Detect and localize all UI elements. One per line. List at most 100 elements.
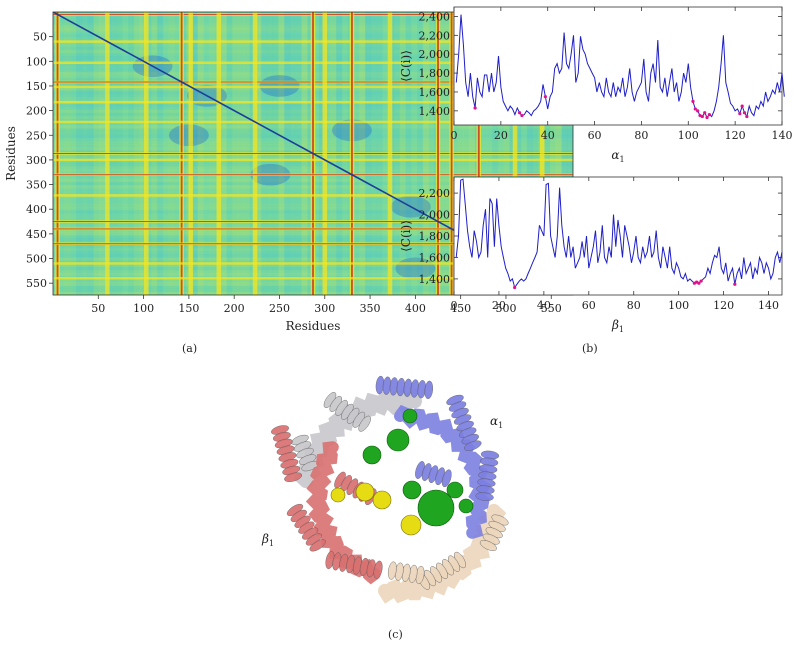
heatmap-xtick-label: 500	[495, 302, 516, 315]
plot-ytick-label: 1,800	[419, 67, 451, 80]
plot-highlight-point	[697, 281, 701, 285]
heatmap-xtick-label: 450	[450, 302, 471, 315]
plot-xtick-label: 20	[494, 129, 508, 142]
plot-ytick-label: 2,200	[419, 29, 451, 42]
plot-highlight-point	[473, 106, 477, 110]
heatmap-band-row	[53, 158, 573, 162]
contact-heatmap: 50 100 150 200 250 300 350 400 450 500 55050100150…	[4, 11, 574, 333]
yellow-sphere	[372, 490, 392, 510]
plot-xlabel: α1	[611, 148, 624, 164]
heatmap-band-col-hot	[437, 12, 439, 295]
heatmap-band-col	[512, 12, 518, 295]
plot-xtick-label: 80	[627, 299, 641, 312]
beta1-line-chart: 0 20 40 60 80 100 120 140 1,400 1,600 1,800 2,000 2,…	[399, 176, 783, 334]
plot-xtick-label: 80	[634, 129, 648, 142]
heatmap-xtick-label: 150	[178, 302, 199, 315]
heatmap-band-row	[53, 277, 573, 280]
heatmap-band-col-hot	[351, 12, 353, 295]
heatmap-ytick-label: 200	[26, 105, 47, 118]
plot-ytick-label: 1,800	[419, 230, 451, 243]
plot-xtick-label: 40	[537, 299, 551, 312]
yellow-sphere	[400, 514, 422, 536]
plot-highlight-point	[699, 279, 703, 283]
green-sphere	[417, 489, 455, 527]
plot-xtick-label: 60	[588, 129, 602, 142]
panel-label-a: (a)	[182, 342, 198, 355]
plot-xlabel-subscript: 1	[619, 325, 624, 334]
green-sphere	[386, 428, 410, 452]
alpha1-line-chart: 0 20 40 60 80 100 120 140 1,400 1,600 1,800 2,000 2,…	[399, 6, 793, 164]
heatmap-xtick-label: 200	[224, 302, 245, 315]
plot-xtick-label: 100	[678, 129, 699, 142]
alpha1-helix	[441, 469, 452, 488]
heatmap-ytick-label: 500	[26, 253, 47, 266]
heatmap-xtick-label: 550	[541, 302, 562, 315]
plot-highlight-point	[705, 115, 709, 120]
green-sphere	[458, 498, 474, 514]
alpha1-helix	[464, 440, 482, 451]
green-sphere	[362, 445, 382, 465]
plot-highlight-point	[518, 111, 522, 115]
heatmap-xtick-label: 350	[360, 302, 381, 315]
heatmap-ytick-label: 150	[26, 80, 47, 93]
green-sphere	[446, 481, 464, 499]
heatmap-band-row-hot	[53, 243, 573, 245]
beta1-helix	[284, 472, 303, 482]
plot-highlight-point	[707, 113, 711, 117]
heatmap-xtick-label: 300	[314, 302, 335, 315]
protein-structure-image: α1 β1	[261, 375, 509, 604]
heatmap-ytick-label: 450	[26, 228, 47, 241]
plot-highlight-point	[733, 282, 737, 286]
beta1-label-symbol: β	[261, 532, 269, 546]
plot-highlight-point	[700, 114, 704, 119]
heatmap-band-col	[387, 12, 393, 295]
heatmap-ylabel: Residues	[4, 126, 18, 181]
plot-ytick-label: 1,600	[419, 251, 451, 264]
plot-ytick-label: 1,400	[419, 273, 451, 286]
plot-xtick-label: 120	[725, 129, 746, 142]
heatmap-xtick-label: 250	[269, 302, 290, 315]
heatmap-cells	[53, 12, 573, 295]
plot-frame	[453, 6, 783, 126]
green-sphere	[402, 408, 418, 424]
plot-xlabel: β1	[611, 318, 624, 334]
beta1-helix	[309, 539, 326, 552]
plot-xtick-label: 0	[451, 299, 458, 312]
plot-highlight-point	[693, 107, 697, 111]
alpha1-ribbon	[394, 404, 491, 539]
plot-ytick-label: 1,600	[419, 86, 451, 99]
plot-highlight-point	[520, 113, 524, 118]
plot-xtick-label: 140	[772, 129, 793, 142]
plot-highlight-point	[738, 112, 742, 116]
plot-highlight-point	[742, 111, 747, 115]
plot-xlabel-subscript: 1	[620, 155, 625, 164]
alpha1-label-symbol: α	[490, 414, 498, 428]
heatmap-band-row-hot	[53, 221, 573, 223]
heatmap-band-col	[322, 12, 328, 295]
plot-ylabel: ⟨C(i)⟩	[399, 50, 413, 82]
heatmap-band-row-hot	[53, 228, 573, 230]
heatmap-xtick-label: 100	[133, 302, 154, 315]
plot-ytick-label: 1,400	[419, 105, 451, 118]
heatmap-xlabel: Residues	[286, 319, 341, 333]
alpha1-helix	[475, 492, 494, 501]
plot-highlight-point	[543, 95, 547, 99]
beta1-label-subscript: 1	[269, 539, 274, 548]
plot-frame	[453, 176, 783, 296]
heatmap-band-row-hot	[53, 174, 573, 176]
yellow-sphere	[330, 487, 346, 503]
plot-series-line	[455, 14, 785, 119]
beta1-helix	[373, 560, 383, 579]
plot-highlight-point	[740, 104, 744, 108]
plot-xtick-label: 20	[492, 299, 506, 312]
panel-label-c: (c)	[388, 628, 403, 641]
heatmap-ytick-label: 50	[33, 31, 47, 44]
plot-ylabel: ⟨C(i)⟩	[399, 220, 413, 252]
heatmap-band-row	[53, 194, 573, 197]
alpha1-label: α1	[490, 414, 503, 430]
plot-series-line	[455, 178, 783, 289]
heatmap-ytick-label: 100	[26, 55, 47, 68]
plot-ytick-label: 2,000	[419, 48, 451, 61]
gray-helix	[358, 415, 371, 432]
